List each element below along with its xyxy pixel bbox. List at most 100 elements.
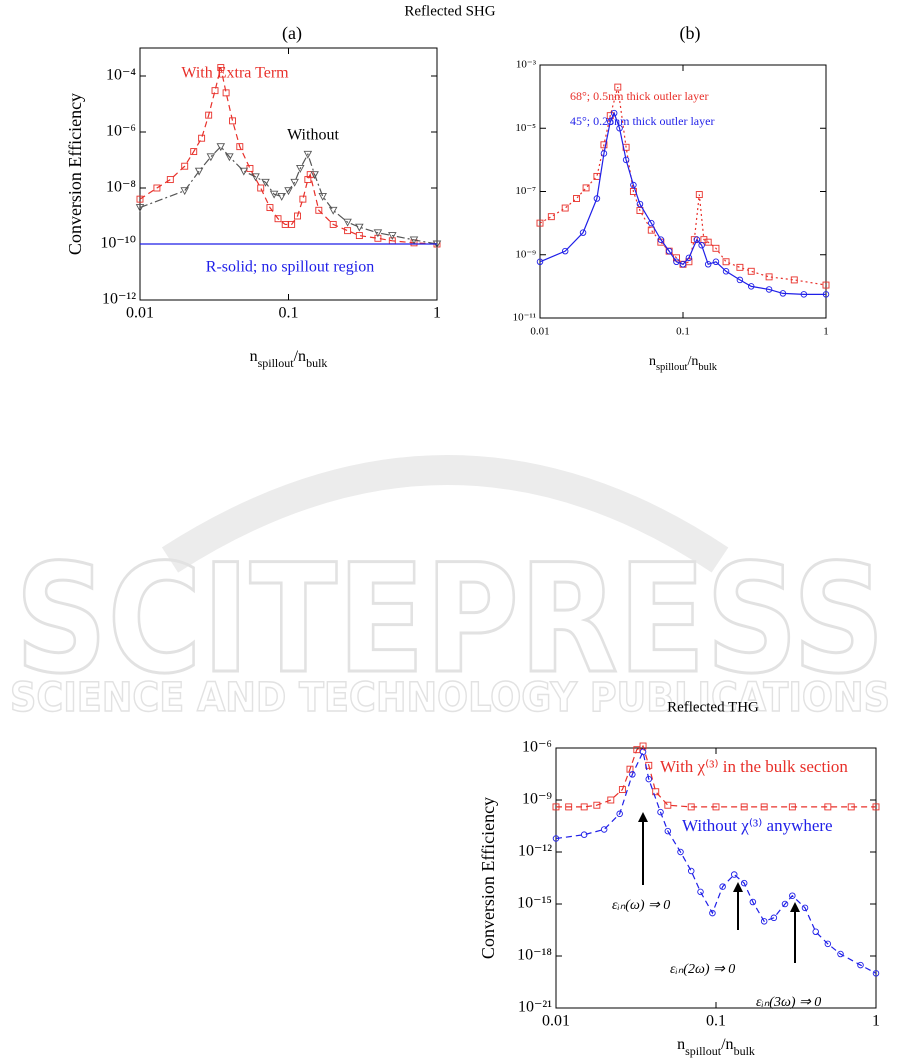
y-axis-label: Conversion Efficiency [478, 797, 498, 959]
watermark: SCITEPRESS SCIENCE AND TECHNOLOGY PUBLIC… [9, 455, 891, 722]
series-line [139, 145, 438, 245]
y-tick-label: 10⁻⁸ [106, 179, 136, 196]
marker [647, 226, 655, 234]
y-tick-label: 10⁻¹¹ [513, 312, 536, 324]
y-tick-label: 10⁻²¹ [518, 999, 552, 1016]
marker [136, 195, 144, 203]
series-label: With χ⁽³⁾ in the bulk section [660, 757, 848, 776]
marker [747, 267, 755, 275]
series-label: 45°; 0.25nm thick outler layer [570, 114, 714, 128]
chart: Reflected THG Conversion Efficiency nspill… [478, 699, 880, 1057]
marker [269, 190, 279, 199]
marker [872, 970, 880, 977]
marker [344, 227, 352, 235]
y-tick-label: 10⁻⁶ [106, 123, 136, 140]
x-label-text: n [649, 354, 656, 369]
x-tick-label: 1 [823, 326, 829, 338]
marker [579, 229, 587, 236]
y-tick-label: 10⁻⁴ [106, 67, 136, 84]
y-tick-label: 10⁻⁵ [515, 122, 536, 134]
marker [639, 748, 647, 756]
marker [760, 918, 768, 925]
marker [679, 261, 687, 268]
y-tick-label: 10⁻¹² [518, 843, 552, 860]
marker [622, 156, 630, 164]
marker [704, 238, 712, 246]
watermark-subtitle: SCIENCE AND TECHNOLOGY PUBLICATIONS [10, 675, 890, 721]
marker [719, 883, 726, 890]
marker [697, 888, 704, 896]
annotation-arrowhead [790, 902, 800, 912]
marker [536, 219, 544, 227]
marker [847, 803, 855, 811]
x-tick-label: 0.01 [542, 1013, 570, 1030]
x-axis-label: nspillout/nbulk [250, 348, 328, 370]
marker [277, 192, 286, 201]
marker [580, 803, 588, 811]
marker [749, 898, 757, 906]
chart-title: (a) [282, 23, 302, 44]
marker [677, 848, 684, 856]
x-tick-label: 0.1 [676, 326, 690, 338]
marker [652, 788, 660, 796]
marker [565, 803, 573, 811]
marker [373, 229, 383, 238]
x-tick-label: 0.1 [706, 1013, 726, 1030]
marker [190, 148, 198, 156]
marker [600, 150, 608, 157]
marker [790, 276, 798, 284]
y-tick-label: 10⁻³ [516, 59, 537, 71]
marker [645, 775, 653, 783]
chart-title: (b) [680, 23, 701, 44]
figure-heading: Reflected SHG [404, 3, 495, 19]
marker [561, 247, 569, 255]
plot-frame [539, 64, 827, 319]
marker [294, 212, 301, 220]
series-label: R-solid; no spillout region [206, 259, 374, 276]
marker [166, 176, 174, 184]
series-line [539, 111, 826, 295]
marker [630, 181, 637, 189]
marker [629, 188, 637, 195]
marker [194, 167, 204, 176]
marker [239, 167, 249, 176]
marker [261, 178, 270, 187]
x-tick-label: 1 [433, 305, 441, 322]
marker [616, 124, 623, 132]
y-tick-label: 10⁻⁷ [515, 185, 536, 197]
marker [536, 258, 544, 266]
marker [664, 801, 672, 809]
marker [274, 215, 282, 223]
marker [580, 831, 588, 838]
marker [636, 200, 644, 208]
watermark-title: SCITEPRESS [15, 533, 885, 707]
marker [657, 236, 665, 243]
marker [788, 803, 796, 811]
marker [693, 236, 701, 243]
marker [281, 220, 289, 228]
marker [290, 178, 299, 187]
marker [303, 150, 313, 159]
marker [217, 64, 225, 72]
marker [736, 263, 744, 271]
marker [616, 810, 623, 818]
marker [547, 213, 555, 221]
x-tick-label: 0.01 [126, 305, 154, 322]
x-axis-label: nspillout/nbulk [649, 354, 718, 373]
marker [288, 220, 296, 228]
marker [304, 176, 312, 184]
marker [181, 162, 189, 170]
marker [310, 171, 319, 180]
watermark-arc [161, 455, 729, 573]
chart-title: Reflected THG [667, 699, 759, 715]
marker [712, 244, 720, 252]
annotation-arrowhead [638, 812, 648, 822]
marker [760, 803, 768, 811]
marker [315, 206, 323, 214]
marker [296, 164, 305, 173]
y-tick-label: 10⁻⁹ [515, 248, 536, 260]
y-axis-label: Conversion Efficiency [65, 93, 85, 255]
series-label: 68°; 0.5nm thick outler layer [570, 89, 708, 103]
series-line [556, 745, 876, 808]
